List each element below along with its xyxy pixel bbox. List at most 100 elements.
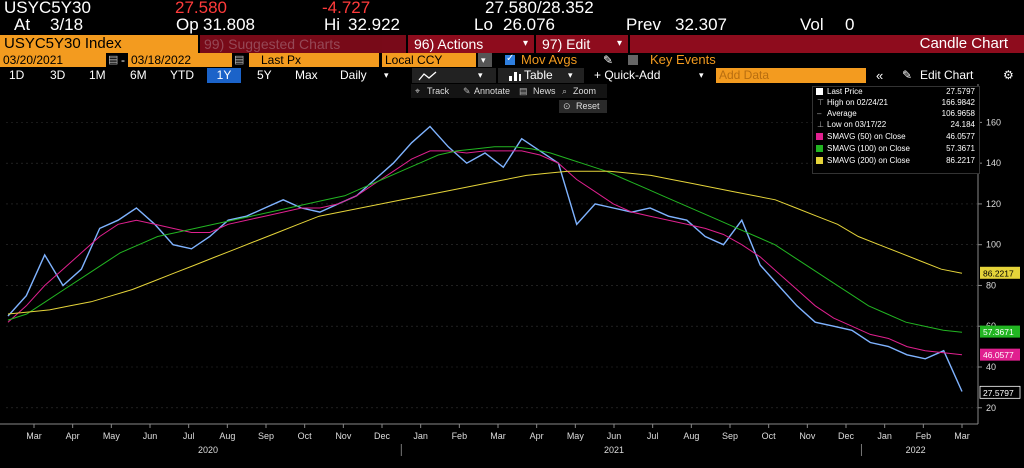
y-tick-label: 100: [986, 240, 1001, 250]
x-tick-label: Jun: [607, 431, 622, 441]
volume-value: 0: [845, 15, 855, 34]
x-axis: Mar Apr May Jun Jul Aug Sep Oct Nov Dec Jan Feb Mar A…: [0, 423, 978, 456]
start-date-value: 03/20/2021: [3, 53, 64, 67]
key-events-label[interactable]: Key Events: [650, 52, 716, 67]
collapse-icon[interactable]: «: [876, 68, 884, 83]
y-axis: 2040608010012014016086.221757.367146.057…: [977, 84, 1021, 424]
chart-area[interactable]: 2040608010012014016086.221757.367146.057…: [0, 84, 1024, 463]
x-tick-label: Oct: [762, 431, 777, 441]
field-dropdown[interactable]: Last Px: [249, 53, 379, 67]
price-chart[interactable]: 2040608010012014016086.221757.367146.057…: [0, 84, 1024, 463]
table-label: Table: [524, 68, 553, 82]
chart-legend: Last Price 27.5797 ⊤ High on 02/24/21 16…: [812, 86, 980, 174]
news-tool[interactable]: News: [533, 86, 556, 96]
period-dropdown[interactable]: Daily: [340, 68, 367, 82]
bar-style-button[interactable]: ▾: [498, 68, 584, 83]
x-tick-label: Jan: [413, 431, 428, 441]
range-max[interactable]: Max: [295, 68, 318, 82]
sma200-line: [7, 170, 963, 315]
sma100-line: [7, 146, 963, 333]
key-events-checkbox[interactable]: [628, 55, 638, 65]
sma200-swatch: [816, 157, 823, 164]
security-field[interactable]: USYC5Y30 Index: [0, 35, 198, 53]
track-tool[interactable]: Track: [427, 86, 450, 96]
legend-label: SMAVG (100) on Close: [827, 144, 910, 153]
zoom-icon: ⌕: [562, 86, 568, 96]
last-price-swatch: [816, 88, 823, 95]
x-year-label: 2022: [906, 445, 926, 455]
legend-value: 27.5797: [946, 87, 975, 96]
edit-menu[interactable]: 97) Edit ▾: [536, 35, 628, 53]
mov-avgs-checkbox[interactable]: ✓: [505, 53, 515, 65]
end-date-field[interactable]: 03/18/2022: [128, 53, 232, 67]
quick-add-button[interactable]: + Quick-Add: [594, 68, 661, 82]
reset-button[interactable]: ⊙ Reset: [559, 100, 607, 113]
calendar-icon[interactable]: ▤: [108, 54, 119, 66]
range-1m[interactable]: 1M: [89, 68, 106, 82]
quote-line-1: USYC5Y30 27.580 -4.727 27.580/28.352: [0, 0, 1024, 17]
table-button[interactable]: Table: [504, 68, 578, 83]
range-ytd[interactable]: YTD: [170, 68, 194, 82]
y-tick-label: 40: [986, 362, 996, 372]
legend-value: 24.184: [950, 120, 975, 129]
x-tick-label: Nov: [335, 431, 352, 441]
x-tick-label: Feb: [452, 431, 468, 441]
gear-icon[interactable]: ⚙: [1003, 68, 1014, 82]
edit-chart-button[interactable]: Edit Chart: [920, 68, 974, 82]
legend-label: SMAVG (200) on Close: [827, 156, 910, 165]
suggested-charts-button[interactable]: 99) Suggested Charts: [200, 35, 406, 53]
legend-value: 46.0577: [946, 132, 975, 141]
quote-line-2: At 3/18 Op 31.808 Hi 32.922 Lo 26.076 Pr…: [0, 15, 1024, 34]
reset-icon: ⊙: [563, 101, 571, 111]
start-date-field[interactable]: 03/20/2021: [0, 53, 106, 67]
open-label: Op: [176, 15, 199, 34]
low-label: Lo: [474, 15, 493, 34]
actions-menu[interactable]: 96) Actions ▾: [408, 35, 534, 53]
bar-chart-icon: [509, 72, 521, 81]
value-badge: [980, 325, 1020, 338]
zoom-tool[interactable]: Zoom: [573, 86, 597, 96]
currency-dropdown[interactable]: Local CCY: [382, 53, 476, 67]
average-marker-icon: –: [817, 109, 822, 118]
range-1d[interactable]: 1D: [9, 68, 25, 82]
currency-value: Local CCY: [385, 53, 443, 67]
range-3d[interactable]: 3D: [50, 68, 66, 82]
range-5y[interactable]: 5Y: [257, 68, 272, 82]
mov-avgs-label[interactable]: Mov Avgs: [521, 52, 578, 67]
x-year-label: 2020: [198, 445, 218, 455]
value-badge-label: 86.2217: [983, 268, 1014, 278]
legend-label: High on 02/24/21: [827, 98, 888, 107]
y-tick-label: 140: [986, 158, 1001, 168]
end-date-value: 03/18/2022: [131, 53, 192, 67]
annotate-tool[interactable]: Annotate: [474, 86, 511, 96]
chevron-down-icon: ▾: [568, 70, 573, 80]
legend-label: Low on 03/17/22: [827, 120, 887, 129]
at-value: 3/18: [50, 15, 84, 34]
high-marker-icon: ⊤: [817, 98, 824, 107]
line-style-button[interactable]: ▾: [412, 68, 496, 83]
legend-label: Average: [827, 109, 857, 118]
high-label: Hi: [324, 15, 341, 34]
value-badge: [980, 266, 1020, 279]
x-tick-label: Nov: [799, 431, 816, 441]
sma100-swatch: [816, 145, 823, 152]
x-tick-label: Jul: [183, 431, 195, 441]
y-tick-label: 160: [986, 117, 1001, 127]
price-line: [7, 125, 963, 392]
value-badge-label: 27.5797: [983, 388, 1014, 398]
calendar-icon[interactable]: ▤: [234, 54, 245, 66]
chevron-down-icon: ▾: [481, 55, 486, 65]
pencil-icon[interactable]: ✎: [603, 53, 614, 67]
add-data-input[interactable]: Add Data: [716, 68, 866, 83]
value-badge: [979, 385, 1021, 399]
at-label: At: [14, 15, 31, 34]
range-toolbar: 1D 3D 1M 6M YTD 1Y 5Y Max Daily ▾ ▾ ▾ Ta…: [0, 68, 1024, 83]
range-6m[interactable]: 6M: [130, 68, 147, 82]
news-icon: ▤: [519, 86, 528, 96]
currency-chevron-button[interactable]: ▾: [478, 53, 492, 67]
chevron-down-icon: ▾: [699, 70, 704, 80]
open-value: 31.808: [203, 15, 255, 34]
range-1y[interactable]: 1Y: [207, 68, 241, 83]
chevron-down-icon: ▾: [478, 70, 483, 80]
value-badge: [980, 348, 1020, 361]
